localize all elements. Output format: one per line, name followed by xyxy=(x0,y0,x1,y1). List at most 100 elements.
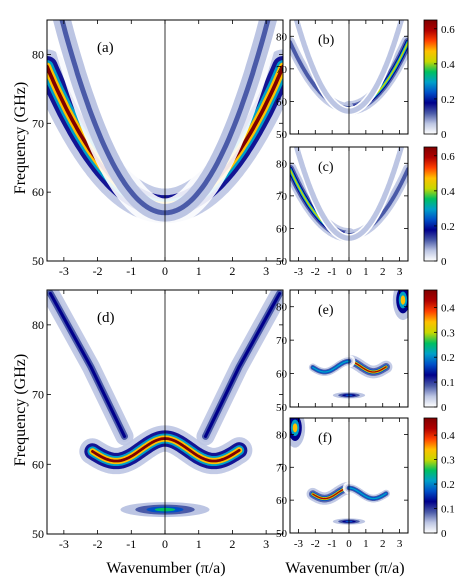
xtick-label: -1 xyxy=(126,264,136,278)
colorbar-tick-label: 0.2 xyxy=(441,479,455,491)
panel-a: 50 60 70 80 -3 -2 -1 0 1 2 3 (a) xyxy=(32,19,284,278)
ytick-label: 80 xyxy=(276,429,288,441)
xtick-label: 1 xyxy=(196,537,202,551)
ytick-label: 80 xyxy=(276,158,288,170)
panel-label: (b) xyxy=(318,33,335,48)
xtick-label: -2 xyxy=(93,537,103,551)
ytick-label: 60 xyxy=(276,96,288,108)
colorbar-tick-label: 0 xyxy=(441,528,447,540)
colorbar-gradient xyxy=(423,19,438,135)
xtick-label: 0 xyxy=(346,266,352,278)
xtick-label: 2 xyxy=(229,264,235,278)
ytick-label: 50 xyxy=(32,254,44,268)
ghost-branches-0-layer-4 xyxy=(48,291,127,438)
band-layer xyxy=(290,418,393,525)
wavy-band-left-layer-4 xyxy=(312,487,350,500)
xtick-label: 3 xyxy=(397,266,403,278)
xtick-label: -3 xyxy=(59,537,69,551)
panel-e: 50 60 70 80 (e) xyxy=(276,289,409,414)
wavy-band-left-layer-4 xyxy=(312,360,350,373)
xtick-label: -1 xyxy=(328,266,337,278)
ytick-label: 50 xyxy=(276,129,288,141)
colorbar-tick-label: 0.3 xyxy=(441,327,455,339)
colorbar-tick-label: 0.2 xyxy=(441,94,455,106)
ytick-label: 60 xyxy=(276,495,288,507)
xtick-label: 1 xyxy=(363,266,369,278)
ylabel-bottom: Frequency (GHz) xyxy=(12,354,29,466)
ytick-label: 60 xyxy=(276,223,288,235)
xtick-label: -1 xyxy=(126,537,136,551)
ytick-label: 70 xyxy=(32,116,44,130)
xtick-label: 3 xyxy=(263,537,269,551)
xlabel-left: Wavenumber (π/a) xyxy=(106,560,225,577)
ytick-label: 50 xyxy=(276,402,288,414)
colorbar: 0 0.1 0.2 0.3 0.4 xyxy=(423,417,455,540)
xtick-label: 3 xyxy=(263,264,269,278)
wavy-band-right-layer-4 xyxy=(348,487,387,500)
ytick-label: 50 xyxy=(276,528,288,540)
xtick-label: 3 xyxy=(397,538,403,550)
xtick-label: 0 xyxy=(162,537,168,551)
ytick-label: 60 xyxy=(276,369,288,381)
xtick-label: -2 xyxy=(311,266,320,278)
xtick-label: 0 xyxy=(346,538,352,550)
ytick-label: 80 xyxy=(32,318,44,332)
ytick-label: 60 xyxy=(32,185,44,199)
band-layer xyxy=(47,290,283,518)
ylabel-top: Frequency (GHz) xyxy=(12,82,29,194)
colorbar-tick-label: 0.6 xyxy=(441,24,455,36)
colorbar-tick-label: 0.1 xyxy=(441,377,455,389)
band-layer xyxy=(306,290,408,399)
colorbar-tick-label: 0.1 xyxy=(441,504,455,516)
colorbar-tick-label: 0.6 xyxy=(441,151,455,163)
panel-label: (d) xyxy=(97,310,115,326)
ytick-label: 80 xyxy=(276,31,288,43)
xtick-label: 2 xyxy=(229,537,235,551)
ytick-label: 80 xyxy=(276,302,288,314)
xtick-label: 1 xyxy=(196,264,202,278)
panel-label: (e) xyxy=(318,303,334,318)
colorbar-tick-label: 0 xyxy=(441,129,447,141)
colorbar: 0 0.2 0.4 0.6 xyxy=(423,146,455,268)
panel-d: 50 60 70 80 -3 -2 -1 0 1 2 3 (d) xyxy=(32,289,284,551)
ytick-label: 70 xyxy=(276,191,288,203)
colorbar-tick-label: 0.2 xyxy=(441,221,455,233)
xlabel-right: Wavenumber (π/a) xyxy=(285,560,404,577)
ytick-label: 50 xyxy=(276,256,288,268)
panel-c: 50 60 70 80 -3 -2 -1 0 1 2 3 (c) xyxy=(276,146,409,278)
top-left-band-layer-3 xyxy=(292,423,298,433)
colorbar: 0 0.2 0.4 0.6 xyxy=(423,19,455,141)
colorbar: 0 0.1 0.2 0.3 0.4 xyxy=(423,289,455,414)
colorbar-tick-label: 0 xyxy=(441,402,447,414)
wavy-band-right-layer-4 xyxy=(348,360,387,373)
ytick-label: 50 xyxy=(32,527,44,541)
colorbar-tick-label: 0.2 xyxy=(441,352,455,364)
xtick-label: -1 xyxy=(328,538,337,550)
ghost-branches-1-layer-4 xyxy=(203,291,282,438)
xtick-label: 2 xyxy=(380,266,386,278)
colorbar-tick-label: 0.4 xyxy=(441,59,455,71)
panel-b: 50 60 70 80 (b) xyxy=(276,19,409,141)
ytick-label: 70 xyxy=(276,462,288,474)
colorbar-tick-label: 0.4 xyxy=(441,430,455,442)
xtick-label: -3 xyxy=(294,538,304,550)
panel-label: (a) xyxy=(97,40,114,56)
ytick-label: 80 xyxy=(32,47,44,61)
xtick-label: 0 xyxy=(162,264,168,278)
top-right-band-layer-3 xyxy=(400,295,406,305)
colorbar-gradient xyxy=(423,146,438,262)
xtick-label: 1 xyxy=(363,538,369,550)
panel-label: (c) xyxy=(318,160,334,175)
colorbar-gradient xyxy=(423,289,438,408)
colorbar-tick-label: 0 xyxy=(441,256,447,268)
ytick-label: 70 xyxy=(276,335,288,347)
wavy-band-layer-4 xyxy=(91,437,241,463)
panel-f: 50 60 70 80 -3 -2 -1 0 1 2 3 (f) xyxy=(276,417,409,550)
panel-label: (f) xyxy=(318,431,332,446)
colorbar-gradient xyxy=(423,417,438,534)
ytick-label: 70 xyxy=(32,388,44,402)
colorbar-tick-label: 0.3 xyxy=(441,455,455,467)
xtick-label: -3 xyxy=(294,266,304,278)
